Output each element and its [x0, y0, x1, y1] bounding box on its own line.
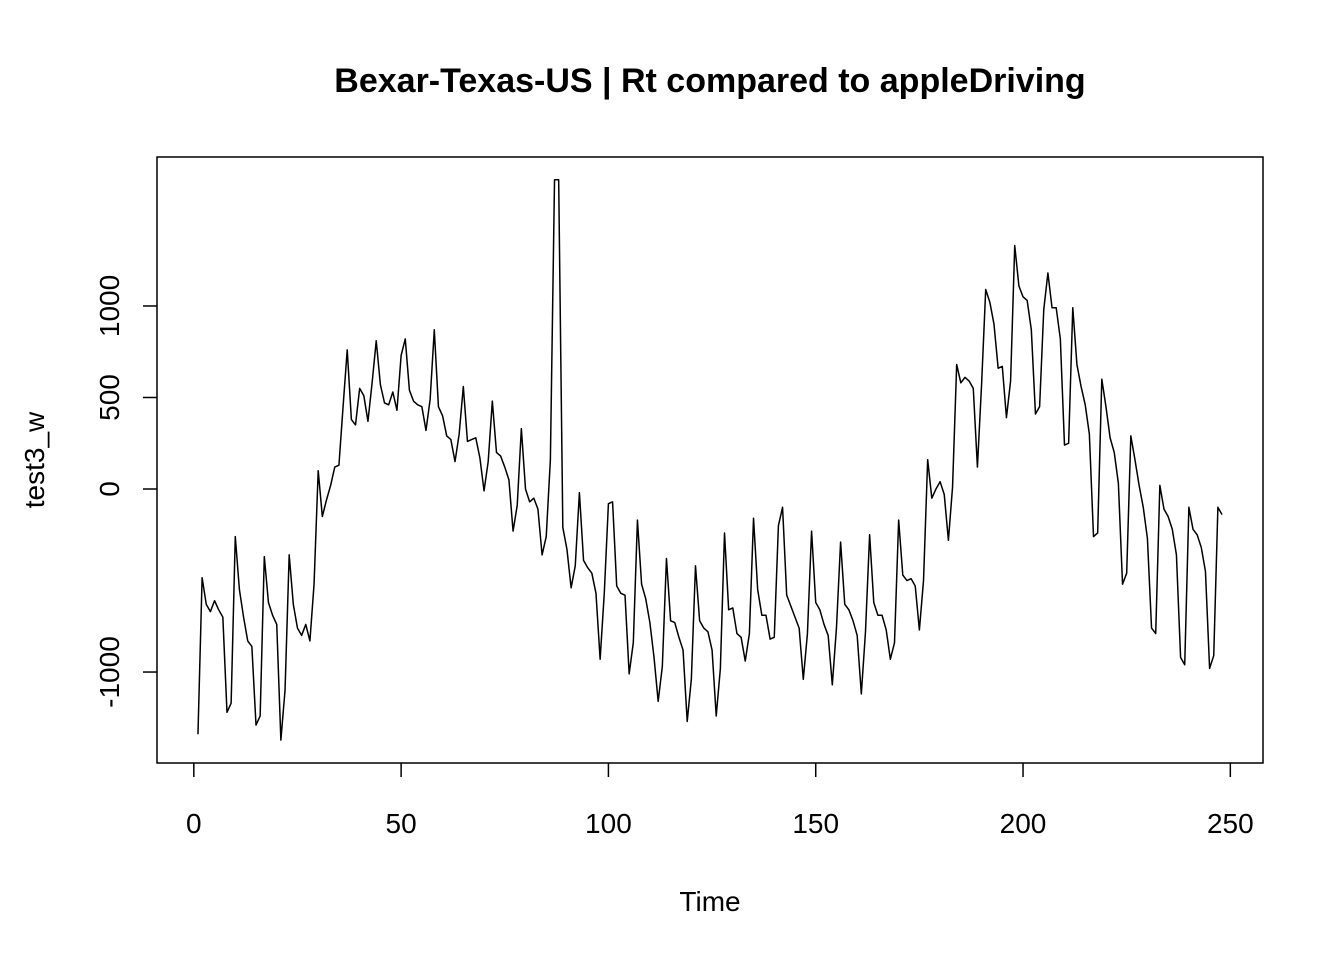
y-axis-label: test3_w: [19, 411, 50, 508]
x-axis-label: Time: [679, 886, 740, 917]
x-tick-label: 100: [585, 808, 632, 839]
x-tick-label: 250: [1207, 808, 1254, 839]
y-tick-label: 500: [94, 374, 125, 421]
x-tick-label: 200: [1000, 808, 1047, 839]
x-tick-label: 50: [386, 808, 417, 839]
y-tick-label: 0: [94, 481, 125, 497]
x-tick-label: 150: [792, 808, 839, 839]
y-tick-label: 1000: [94, 275, 125, 337]
y-tick-label: -1000: [94, 636, 125, 708]
data-line: [197, 178, 1223, 741]
x-tick-label: 0: [186, 808, 202, 839]
chart-title: Bexar-Texas-US | Rt compared to appleDri…: [334, 62, 1085, 100]
plot-box: [156, 156, 1264, 764]
